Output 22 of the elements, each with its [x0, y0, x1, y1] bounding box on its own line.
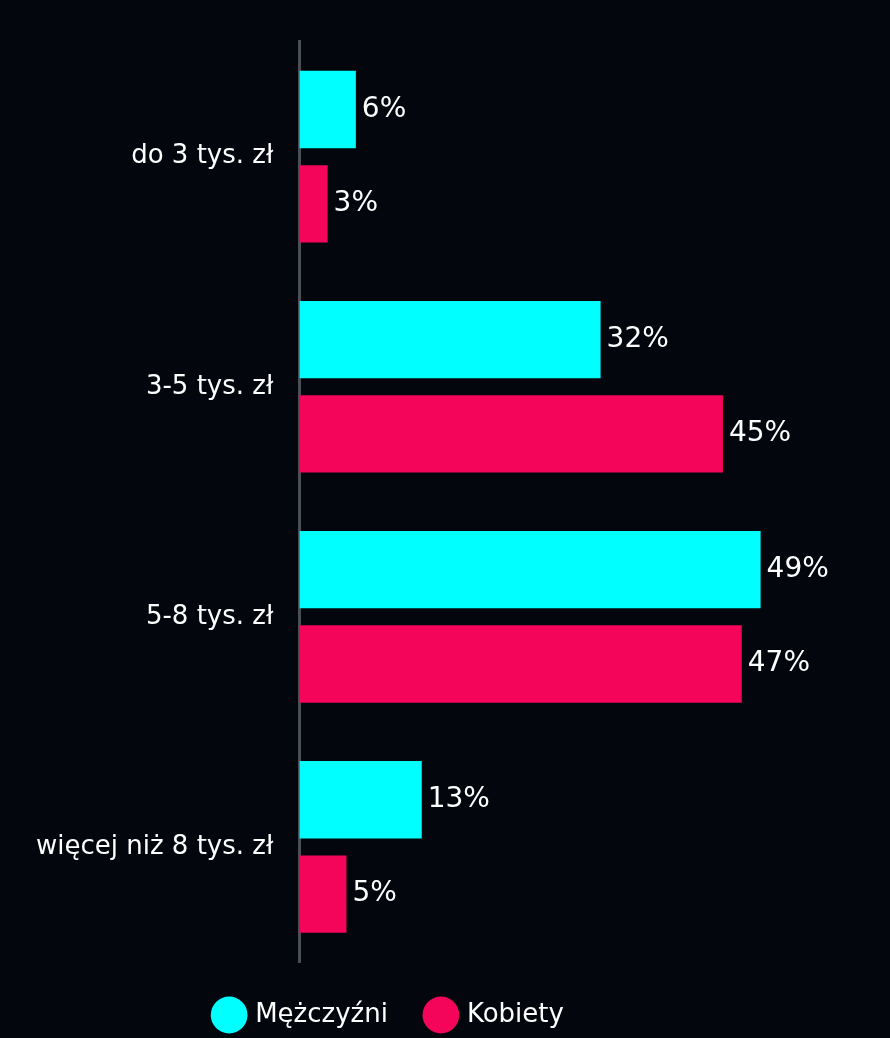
data-label: 47% [747, 645, 810, 679]
bar [299, 761, 422, 839]
bar [299, 531, 761, 609]
data-label: 49% [766, 550, 829, 584]
bar [299, 165, 328, 243]
data-label: 45% [728, 415, 792, 449]
data-label: 13% [427, 781, 490, 815]
y-tick-label: więcej niż 8 tys. zł [35, 829, 274, 860]
bar [299, 395, 723, 473]
bar [299, 300, 601, 379]
bar [299, 625, 742, 703]
data-label: 5% [352, 875, 397, 909]
bar [299, 70, 356, 149]
data-label: 32% [606, 320, 669, 354]
legend-label: Mężczyźni [255, 997, 388, 1028]
bar [299, 855, 347, 933]
y-tick-label: do 3 tys. zł [131, 139, 274, 170]
legend-label: Kobiety [466, 997, 564, 1028]
data-label: 3% [333, 185, 379, 219]
y-tick-label: 5-8 tys. zł [145, 599, 274, 630]
y-tick-label: 3-5 tys. zł [145, 369, 274, 400]
data-label: 6% [361, 90, 407, 124]
